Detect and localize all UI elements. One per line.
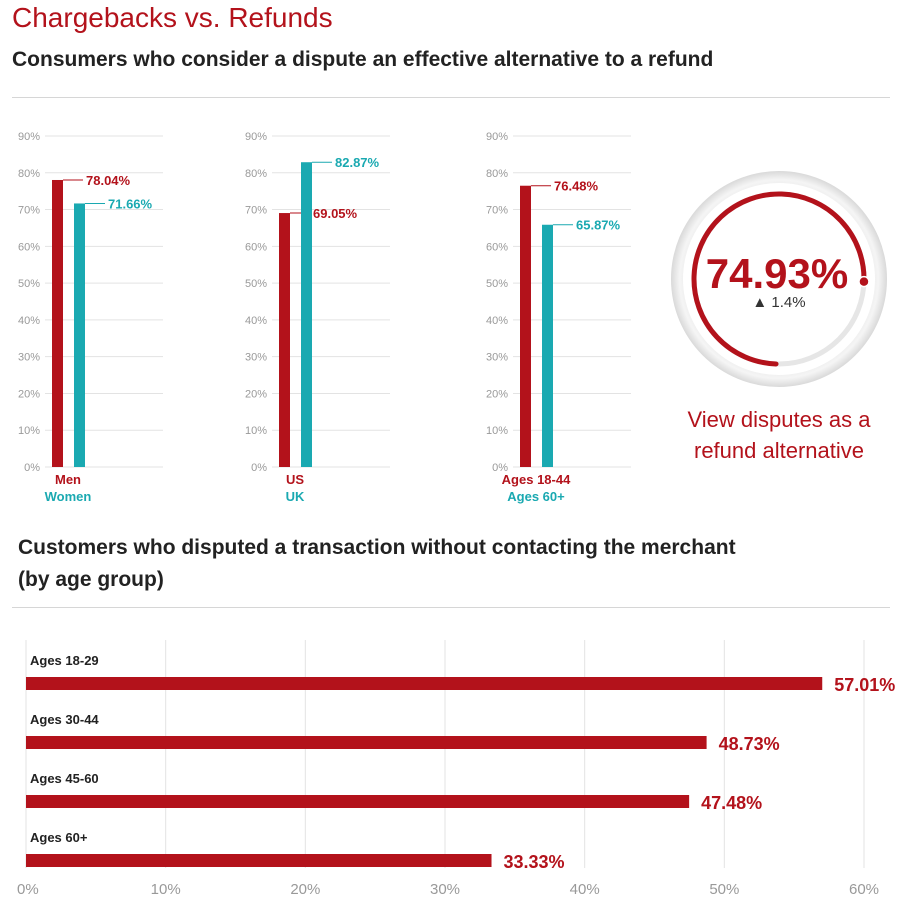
kpi-gauge [671, 171, 887, 387]
data-label: 48.73% [719, 734, 780, 754]
gauge-progress-arc [691, 191, 867, 367]
gauge-knob [858, 275, 870, 288]
y-tick-label: 10% [18, 425, 40, 437]
divider [12, 97, 890, 98]
data-label: 65.87% [576, 218, 621, 233]
data-label: 69.05% [313, 206, 358, 221]
section-title: Customers who disputed a transaction wit… [18, 532, 878, 596]
y-tick-label: 20% [486, 388, 508, 400]
bar-ages-18-44 [520, 185, 531, 467]
up-triangle-icon: ▲ [752, 294, 768, 311]
y-tick-label: 60% [486, 241, 508, 253]
y-tick-label: 0% [492, 462, 508, 474]
category-label: Ages 18-29 [30, 653, 99, 668]
bar-women [74, 203, 85, 467]
y-tick-label: 70% [18, 205, 40, 217]
x-tick-label: 40% [570, 881, 600, 898]
bar-ages-18-29 [26, 677, 823, 690]
kpi-delta-value: 1.4% [771, 294, 806, 311]
section-title-line2: (by age group) [18, 568, 164, 591]
data-label: 76.48% [554, 179, 599, 194]
y-tick-label: 0% [251, 462, 267, 474]
y-tick-label: 40% [486, 315, 508, 327]
kpi-caption-line1: View disputes as a [687, 407, 871, 432]
chart-title: Chargebacks vs. Refunds [12, 2, 333, 33]
y-tick-label: 20% [18, 388, 40, 400]
y-tick-label: 90% [486, 131, 508, 143]
data-label: 71.66% [108, 196, 153, 211]
kpi-value: 74.93% [705, 250, 849, 297]
category-label: Ages 60+ [507, 489, 565, 504]
y-tick-label: 50% [486, 278, 508, 290]
y-tick-label: 70% [245, 205, 267, 217]
divider [12, 607, 890, 608]
section-title-line1: Customers who disputed a transaction wit… [18, 536, 736, 559]
y-tick-label: 10% [245, 425, 267, 437]
bar-men [52, 179, 63, 468]
kpi-caption: View disputes as a refund alternative [668, 404, 890, 466]
bar-uk [301, 162, 312, 467]
category-label: US [286, 472, 304, 487]
y-tick-label: 90% [245, 131, 267, 143]
y-tick-label: 40% [18, 315, 40, 327]
data-label: 33.33% [504, 852, 565, 872]
bar-ages-60- [26, 854, 492, 867]
x-tick-label: 10% [151, 881, 181, 898]
y-tick-label: 80% [18, 168, 40, 180]
y-tick-label: 50% [245, 278, 267, 290]
y-tick-label: 30% [486, 352, 508, 364]
y-tick-label: 90% [18, 131, 40, 143]
x-tick-label: 20% [290, 881, 320, 898]
y-tick-label: 80% [486, 168, 508, 180]
y-tick-label: 70% [486, 205, 508, 217]
kpi-delta: ▲ 1.4% [668, 294, 890, 311]
y-tick-label: 80% [245, 168, 267, 180]
x-tick-label: 60% [849, 881, 879, 898]
x-tick-label: 30% [430, 881, 460, 898]
x-tick-label: 50% [709, 881, 739, 898]
y-tick-label: 10% [486, 425, 508, 437]
y-tick-label: 40% [245, 315, 267, 327]
y-tick-label: 60% [245, 241, 267, 253]
bar-ages-60- [542, 224, 553, 467]
grouped-bar-chart: 0% 10% 20% 30% 40% 50% 60% 70% 80% 90% 78.04% Men 71… [18, 131, 631, 504]
horizontal-bar-chart: 0% 10% 20% 30% 40% 50% 60% Ages 18-29 57.01% Ages… [17, 640, 895, 898]
x-tick-label: 0% [17, 881, 39, 898]
category-label: Women [45, 489, 92, 504]
kpi-caption-line2: refund alternative [694, 438, 864, 463]
y-tick-label: 60% [18, 241, 40, 253]
category-label: Men [55, 472, 81, 487]
category-label: Ages 18-44 [502, 472, 571, 487]
category-label: Ages 60+ [30, 830, 88, 845]
category-label: Ages 45-60 [30, 771, 99, 786]
gauge-face [683, 183, 875, 375]
y-tick-label: 0% [24, 462, 40, 474]
y-tick-label: 20% [245, 388, 267, 400]
bar-us [279, 213, 290, 467]
category-label: UK [286, 489, 305, 504]
bar-ages-45-60 [26, 795, 690, 808]
y-tick-label: 50% [18, 278, 40, 290]
data-label: 47.48% [701, 793, 762, 813]
y-tick-label: 30% [245, 352, 267, 364]
data-label: 82.87% [335, 155, 380, 170]
category-label: Ages 30-44 [30, 712, 99, 727]
bar-ages-30-44 [26, 736, 707, 749]
data-label: 78.04% [86, 173, 131, 188]
chart-subtitle: Consumers who consider a dispute an effe… [12, 48, 714, 71]
y-tick-label: 30% [18, 352, 40, 364]
data-label: 57.01% [834, 675, 895, 695]
